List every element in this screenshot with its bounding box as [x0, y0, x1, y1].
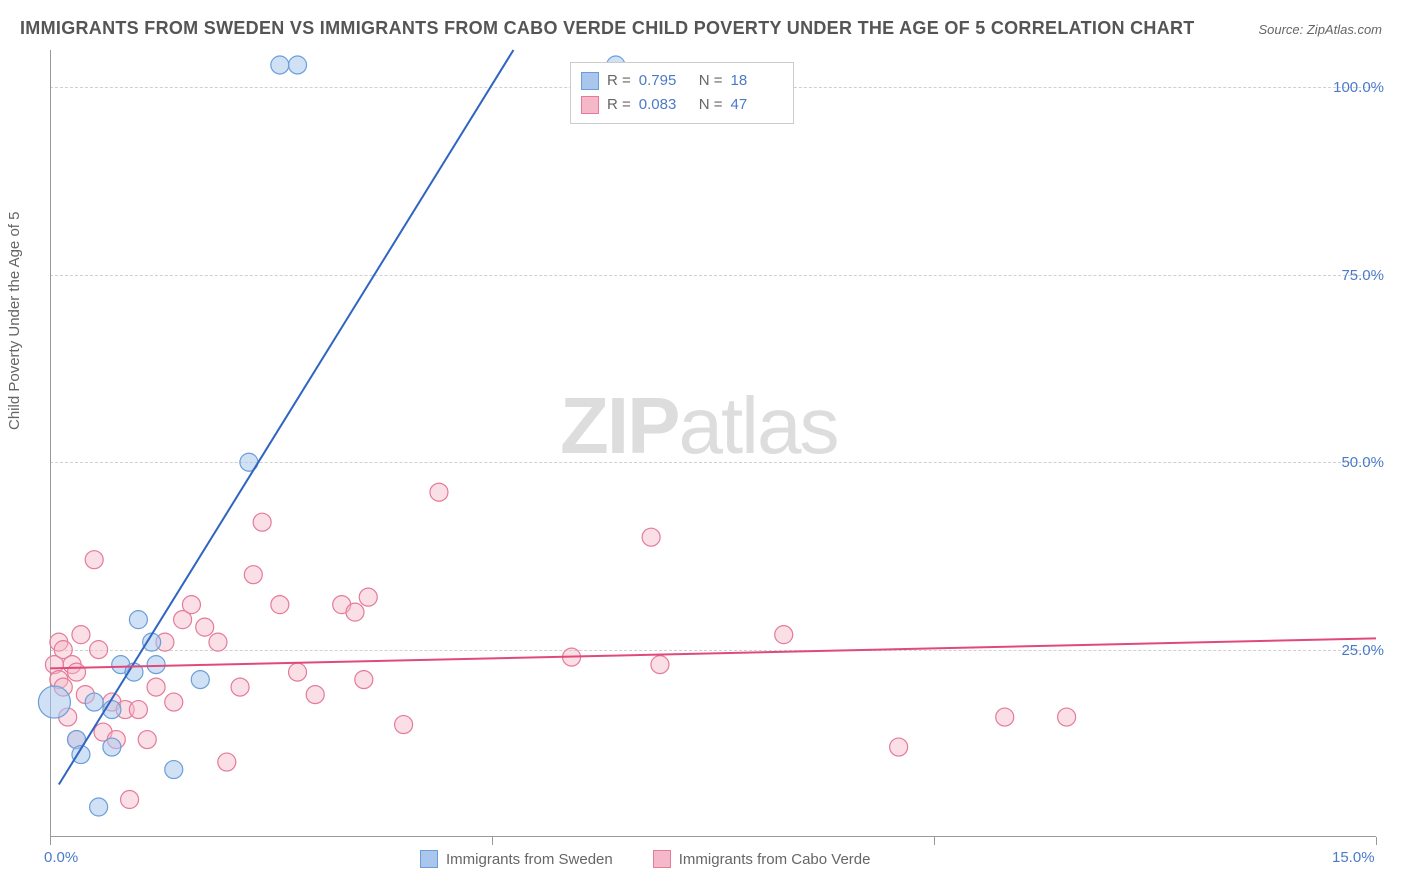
data-point: [147, 656, 165, 674]
data-point: [191, 671, 209, 689]
data-point: [68, 663, 86, 681]
data-point: [775, 626, 793, 644]
trend-line: [50, 638, 1376, 668]
data-point: [182, 596, 200, 614]
data-point: [85, 693, 103, 711]
legend-row-caboverde: R = 0.083 N = 47: [581, 93, 783, 117]
data-point: [85, 551, 103, 569]
legend-label-sweden: Immigrants from Sweden: [446, 851, 613, 868]
data-point: [218, 753, 236, 771]
data-point: [346, 603, 364, 621]
legend-item-caboverde: Immigrants from Cabo Verde: [653, 850, 871, 868]
data-point: [306, 686, 324, 704]
data-point: [38, 686, 70, 718]
legend-label-caboverde: Immigrants from Cabo Verde: [679, 851, 871, 868]
data-point: [90, 641, 108, 659]
legend-swatch-sweden: [420, 850, 438, 868]
data-point: [271, 56, 289, 74]
data-point: [289, 56, 307, 74]
data-point: [271, 596, 289, 614]
r-value-sweden: 0.795: [639, 69, 691, 93]
data-point: [430, 483, 448, 501]
data-point: [244, 566, 262, 584]
data-point: [72, 626, 90, 644]
data-point: [359, 588, 377, 606]
r-value-caboverde: 0.083: [639, 93, 691, 117]
data-point: [642, 528, 660, 546]
data-point: [103, 738, 121, 756]
trend-line: [59, 50, 514, 785]
data-point: [147, 678, 165, 696]
data-point: [253, 513, 271, 531]
legend-row-sweden: R = 0.795 N = 18: [581, 69, 783, 93]
data-point: [395, 716, 413, 734]
data-point: [90, 798, 108, 816]
legend-item-sweden: Immigrants from Sweden: [420, 850, 613, 868]
data-point: [165, 761, 183, 779]
n-value-caboverde: 47: [731, 93, 783, 117]
legend-swatch-sweden: [581, 72, 599, 90]
n-value-sweden: 18: [731, 69, 783, 93]
data-point: [996, 708, 1014, 726]
data-point: [289, 663, 307, 681]
scatter-plot: [0, 0, 1406, 892]
legend-swatch-caboverde: [581, 96, 599, 114]
data-point: [209, 633, 227, 651]
correlation-legend: R = 0.795 N = 18 R = 0.083 N = 47: [570, 62, 794, 124]
data-point: [355, 671, 373, 689]
data-point: [231, 678, 249, 696]
data-point: [196, 618, 214, 636]
legend-swatch-caboverde: [653, 850, 671, 868]
series-legend: Immigrants from Sweden Immigrants from C…: [420, 850, 870, 868]
data-point: [651, 656, 669, 674]
data-point: [129, 611, 147, 629]
data-point: [121, 791, 139, 809]
data-point: [129, 701, 147, 719]
data-point: [1058, 708, 1076, 726]
data-point: [890, 738, 908, 756]
data-point: [138, 731, 156, 749]
data-point: [165, 693, 183, 711]
